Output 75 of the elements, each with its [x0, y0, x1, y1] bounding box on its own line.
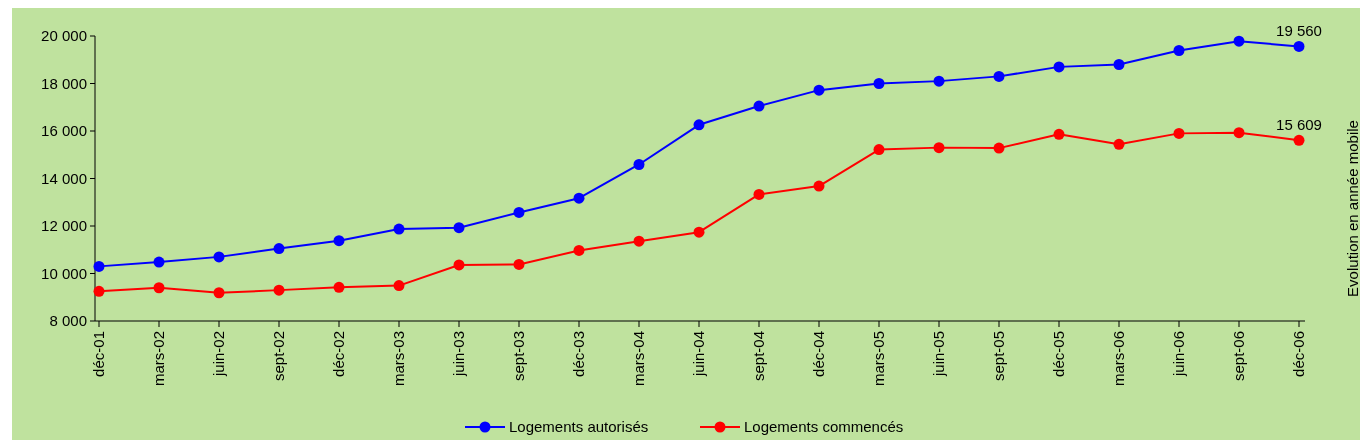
point — [393, 280, 405, 292]
point — [153, 256, 165, 268]
point — [693, 119, 705, 131]
point — [1053, 61, 1065, 73]
point — [1293, 40, 1305, 52]
point — [333, 235, 345, 247]
point — [573, 192, 585, 204]
point — [933, 142, 945, 154]
x-tick-label: déc-03 — [570, 331, 588, 377]
point — [1053, 128, 1065, 140]
point — [1233, 35, 1245, 47]
y-tick-label: 16 000 — [41, 122, 87, 140]
x-tick-label: mars-04 — [630, 331, 648, 387]
data-label: 19 560 — [1276, 22, 1322, 40]
x-tick-label: déc-01 — [90, 331, 108, 377]
x-tick-label: sept-04 — [750, 331, 768, 382]
point — [273, 243, 285, 255]
x-tick-label: déc-06 — [1290, 331, 1308, 377]
point — [1233, 127, 1245, 139]
x-tick-label: mars-06 — [1110, 331, 1128, 387]
x-tick-label: mars-02 — [150, 331, 168, 387]
x-tick-label: juin-06 — [1170, 331, 1188, 378]
x-tick-label: juin-03 — [450, 331, 468, 378]
point — [93, 285, 105, 297]
y-tick-label: 20 000 — [41, 27, 87, 45]
y-tick-label: 12 000 — [41, 217, 87, 235]
x-tick-label: juin-02 — [210, 331, 228, 378]
point — [213, 287, 225, 299]
point — [453, 222, 465, 234]
point — [1173, 44, 1185, 56]
point — [753, 188, 765, 200]
y-tick-label: 14 000 — [41, 169, 87, 187]
x-tick-label: sept-02 — [270, 331, 288, 382]
point — [333, 281, 345, 293]
point — [993, 70, 1005, 82]
y-tick-label: 10 000 — [41, 264, 87, 282]
point — [1173, 127, 1185, 139]
point — [753, 100, 765, 112]
point — [273, 284, 285, 296]
point — [813, 180, 825, 192]
x-tick-label: sept-03 — [510, 331, 528, 382]
y-tick-label: 18 000 — [41, 74, 87, 92]
legend-label: Logements commencés — [744, 418, 904, 436]
point — [633, 158, 645, 170]
x-tick-label: déc-05 — [1050, 331, 1068, 377]
legend-label: Logements autorisés — [509, 418, 649, 436]
point — [693, 226, 705, 238]
point — [93, 260, 105, 272]
x-tick-label: juin-04 — [690, 331, 708, 378]
point — [933, 75, 945, 87]
point — [633, 235, 645, 247]
x-tick-label: sept-05 — [990, 331, 1008, 382]
point — [873, 78, 885, 89]
point — [153, 282, 165, 294]
y2-axis-title: Evolution en année mobile — [1344, 120, 1361, 297]
point — [213, 251, 225, 263]
point — [393, 223, 405, 235]
x-tick-label: juin-05 — [930, 331, 948, 378]
point — [873, 144, 885, 156]
point — [1293, 134, 1305, 146]
point — [993, 142, 1005, 154]
x-tick-label: mars-03 — [390, 331, 408, 387]
y-tick-label: 8 000 — [49, 312, 87, 330]
point — [513, 258, 525, 270]
point — [1113, 59, 1125, 70]
x-tick-label: mars-05 — [870, 331, 888, 387]
point — [813, 84, 825, 96]
x-tick-label: déc-02 — [330, 331, 348, 377]
point — [453, 259, 465, 271]
point — [573, 244, 585, 256]
point — [513, 206, 525, 218]
x-tick-label: déc-04 — [810, 331, 828, 377]
data-label: 15 609 — [1276, 116, 1322, 134]
x-tick-label: sept-06 — [1230, 331, 1248, 382]
point — [1113, 138, 1125, 150]
